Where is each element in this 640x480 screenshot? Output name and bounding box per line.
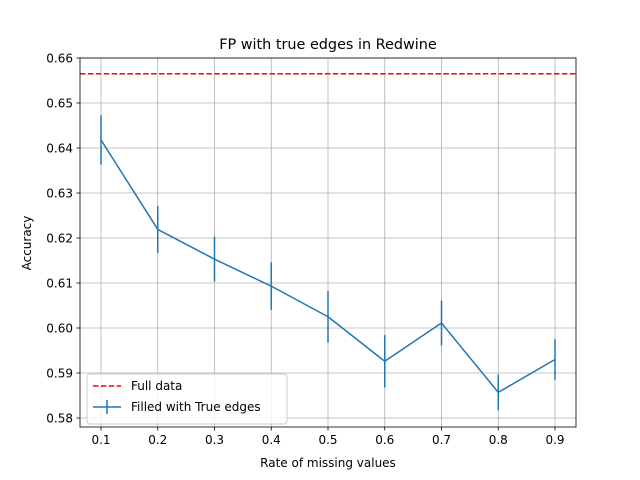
x-tick-label: 0.7 — [432, 433, 451, 447]
x-tick-label: 0.2 — [148, 433, 167, 447]
y-tick-label: 0.63 — [46, 186, 73, 200]
x-tick-label: 0.1 — [91, 433, 110, 447]
y-axis-label: Accuracy — [20, 216, 34, 271]
x-tick-label: 0.4 — [262, 433, 281, 447]
x-tick-label: 0.3 — [205, 433, 224, 447]
y-tick-label: 0.60 — [46, 321, 73, 335]
series-line — [100, 139, 556, 394]
y-tick-label: 0.66 — [46, 51, 73, 65]
chart-title: FP with true edges in Redwine — [219, 37, 437, 53]
legend: Full data Filled with True edges — [86, 373, 288, 425]
x-tick-label: 0.6 — [375, 433, 394, 447]
series-layer — [100, 115, 556, 411]
grid — [80, 57, 576, 427]
y-tick-label: 0.65 — [46, 96, 73, 110]
y-tick-label: 0.59 — [46, 366, 73, 380]
x-tick-label: 0.5 — [318, 433, 337, 447]
x-tick-label: 0.9 — [545, 433, 564, 447]
y-tick-label: 0.61 — [46, 276, 73, 290]
legend-box — [86, 373, 288, 425]
x-axis-label: Rate of missing values — [260, 456, 396, 470]
legend-series-label: Filled with True edges — [131, 400, 261, 414]
y-tick-label: 0.58 — [46, 411, 73, 425]
y-tick-label: 0.64 — [46, 141, 73, 155]
y-tick-label: 0.62 — [46, 231, 73, 245]
axis-ticks: 0.1 0.2 0.3 0.4 0.5 0.6 0.7 0.8 0.9 0.58 0.59 0.60 0… — [46, 51, 564, 447]
x-tick-label: 0.8 — [489, 433, 508, 447]
legend-full-data-label: Full data — [131, 379, 182, 393]
